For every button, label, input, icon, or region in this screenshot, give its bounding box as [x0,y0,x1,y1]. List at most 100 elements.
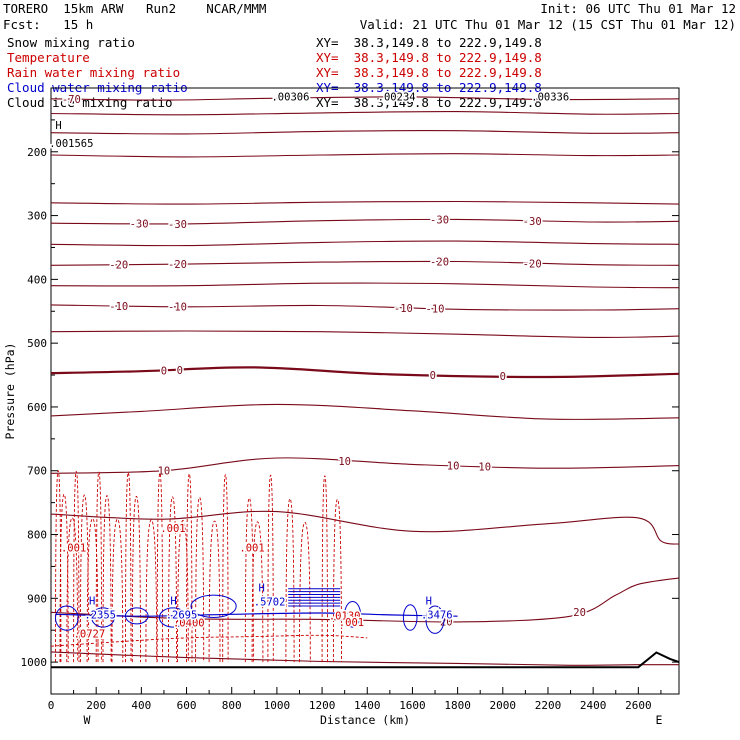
y-axis-label: Pressure (hPa) [3,343,17,440]
temperature-contour-label: -10 [426,304,445,316]
x-tick-label: 1600 [399,699,426,712]
cloud-ice-maximum-marker: H [55,120,61,132]
temperature-contour-label: -10 [168,302,187,314]
temperature-contour-label: -20 [168,259,187,271]
east-end-label: E [656,713,663,727]
x-tick-label: 0 [48,699,55,712]
rain-water-contour-24 [321,475,328,663]
rain-water-contour-17 [208,520,221,663]
rain-water-contour-25 [332,498,342,663]
cloud-water-maximum-marker: H [258,583,264,595]
y-tick-label: 900 [27,592,47,605]
temperature-contour-label: -30 [130,219,149,231]
temperature-contour-9 [50,304,680,311]
rain-water-contour-20 [251,521,264,663]
rain-water-contour-1 [59,493,69,663]
rain-water-contour-7 [102,495,112,663]
x-axis-label: Distance (km) [320,713,410,727]
rain-water-contour-13 [168,496,178,663]
y-tick-label: 400 [27,273,47,286]
rain-water-contour-2 [66,517,79,663]
temperature-contour-label: 0 [500,371,506,383]
legend-snow-xy: XY= 38.3,149.8 to 222.9,149.8 [316,35,542,50]
rain-water-contours [55,470,342,663]
temperature-contour-label: 0 [430,370,436,382]
temperature-contour-3 [50,153,680,158]
rain-maximum-label: .0400 [173,618,205,630]
rain-water-contour-21 [267,474,274,663]
cloud-water-contour-7 [425,605,445,634]
rain-maximum-label: .0727 [74,628,106,640]
rain-maximum-label: .0130 [329,611,361,623]
rain-water-contour-23 [299,521,311,663]
cloud-water-contour-3 [158,607,188,628]
rain-maximum-label: .001 [160,523,185,535]
model-title: TORERO 15km ARW Run2 NCAR/MMM [3,1,267,16]
cloud-water-base-contour [55,612,458,617]
x-tick-label: 1200 [309,699,336,712]
cloud-ice-maximum-label: .00306 [271,91,309,103]
x-tick-label: 2000 [490,699,517,712]
temperature-contour-label: -70 [62,94,81,106]
legend-snow: Snow mixing ratio [7,35,135,50]
temperature-contour-label: 10 [338,456,351,468]
temperature-contour-label: -10 [394,303,413,315]
rain-water-contour-22 [285,498,295,663]
rain-water-contour-16 [195,497,205,663]
cloud-ice-maximum-label: .00234 [378,91,416,103]
temperature-contour-1 [50,111,680,116]
legend-cloud-ice: Cloud ice mixing ratio [7,95,173,110]
temperature-contour-7 [50,260,680,266]
temperature-contour-4 [50,200,680,205]
cloud-water-contour-0 [55,605,79,631]
y-tick-label: 800 [27,529,47,542]
legend-rain-xy: XY= 38.3,149.8 to 222.9,149.8 [316,65,542,80]
y-tick-label: 600 [27,401,47,414]
rain-water-contour-18 [222,474,229,663]
temperature-contour-label: -30 [168,219,187,231]
rain-water-contour-3 [73,470,80,663]
temperature-contour-label: 20 [573,607,586,619]
rain-water-contour-9 [125,472,132,663]
y-tick-label: 200 [27,146,47,159]
temperature-contour-label: 0 [177,365,183,377]
temperature-contour-label: -10 [109,301,128,313]
cloud-water-maximum-marker: H [426,595,432,607]
rain-maximum-label: .001 [61,542,86,554]
x-tick-label: 1000 [264,699,291,712]
y-tick-label: 700 [27,465,47,478]
x-tick-label: 1400 [354,699,381,712]
y-tick-label: 300 [27,210,47,223]
rain-water-contour-10 [131,495,141,663]
rain-maximum-label: .001 [239,542,264,554]
cloud-water-maximum-label: .2355 [84,609,116,621]
rain-water-contour-8 [111,518,124,663]
temperature-contour-label: -30 [430,215,449,227]
rain-water-contour-11 [145,519,158,663]
cloud-water-contour-4 [190,594,237,618]
temperature-contour-label: -20 [523,258,542,270]
init-time: Init: 06 UTC Thu 01 Mar 12 [540,1,736,16]
temperature-contour-11 [50,366,680,379]
temperature-contour-label: -20 [109,260,128,272]
rain-water-contour-14 [177,520,189,663]
rain-water-contour-12 [156,472,164,663]
x-tick-label: 200 [86,699,106,712]
y-tick-label: 1000 [21,656,48,669]
temperature-contour-label: -20 [430,257,449,269]
temperature-contour-8 [50,282,680,289]
x-tick-label: 2400 [580,699,607,712]
temperature-contour-12 [50,403,680,420]
cloud-water-contour-6 [402,604,418,631]
cloud-water-maximum-label: .2695 [166,609,198,621]
temperature-contour-label: 10 [447,461,460,473]
temperature-contour-16 [50,651,680,666]
y-tick-label: 500 [27,337,47,350]
legend-rain: Rain water mixing ratio [7,65,181,80]
x-tick-label: 600 [177,699,197,712]
rain-water-contour-19 [244,497,254,663]
cloud-water-maximum-marker: H [89,595,95,607]
temperature-contour-label: -30 [523,216,542,228]
rain-water-lower-contour [50,634,368,647]
